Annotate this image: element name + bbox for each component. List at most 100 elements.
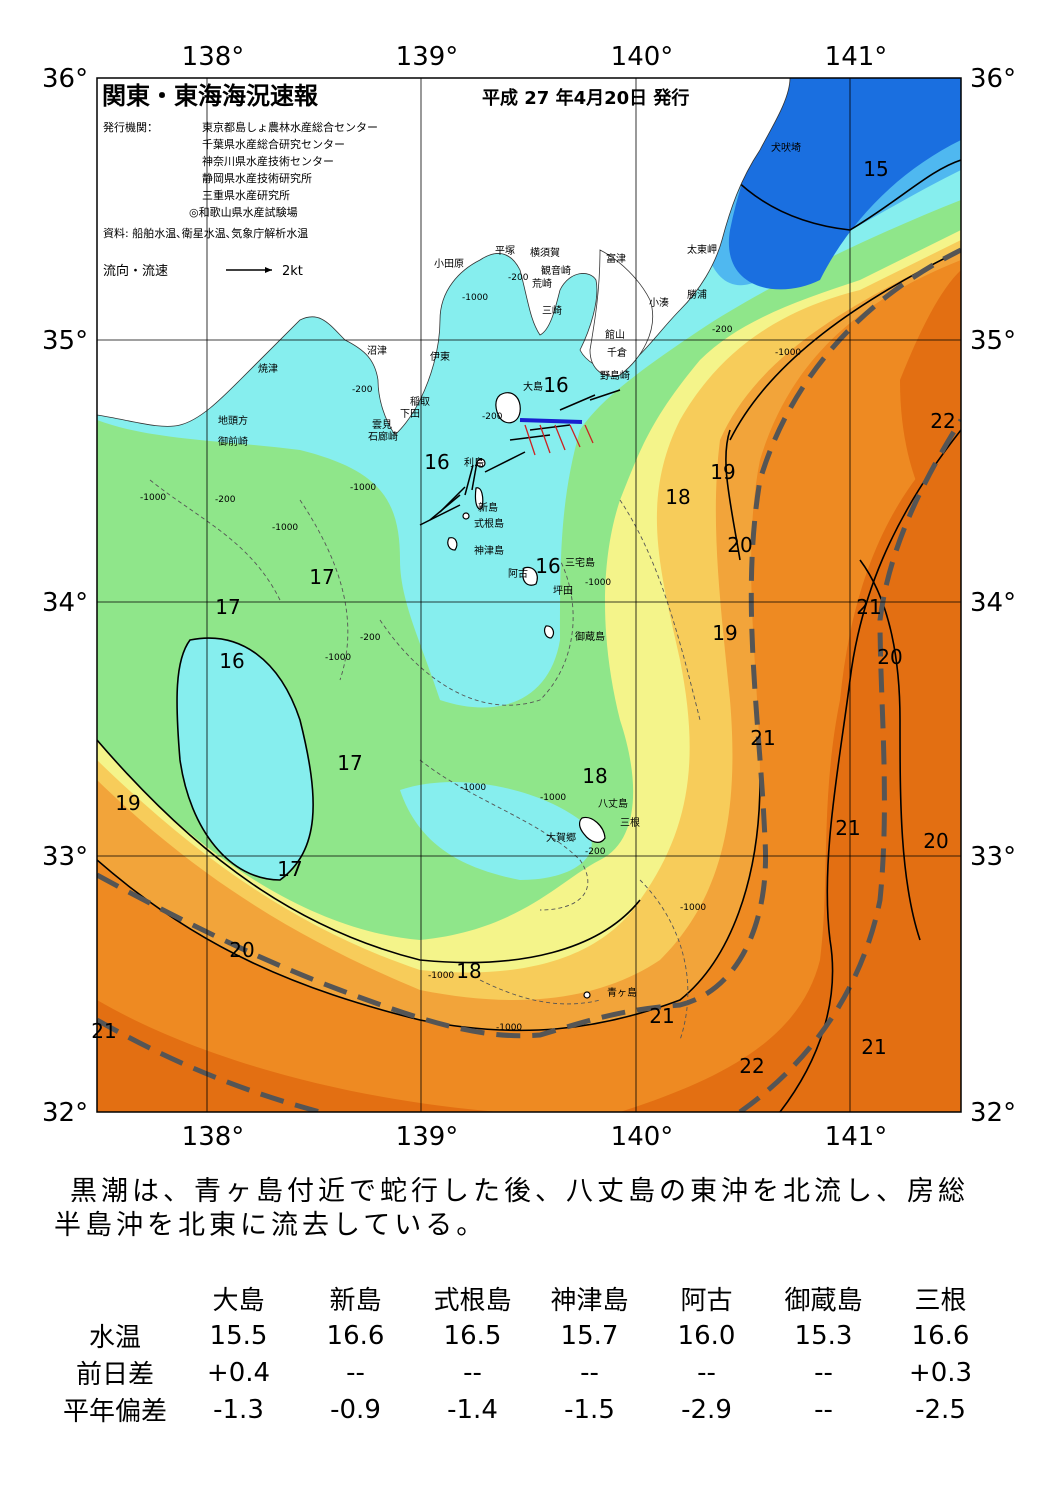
depth-label: -1000: [140, 493, 166, 503]
isotherm-label: 17: [215, 595, 240, 619]
place-inatori: 稲取: [410, 396, 430, 408]
place-mikurajima: 御蔵島: [575, 630, 605, 643]
row-header: 前日差: [75, 1360, 154, 1390]
table-cell: -0.9: [330, 1394, 381, 1425]
isotherm-label: 19: [712, 621, 737, 645]
depth-label: -1000: [540, 793, 566, 803]
lat-label-right-36: 36°: [970, 64, 1016, 94]
island-water-temperature-table: 大島 新島 式根島 神津島 阿古 御蔵島 三根 水温 15.5 16.6 16.…: [50, 1280, 999, 1428]
place-misaki: 三崎: [542, 304, 562, 317]
place-hiratsuka: 平塚: [495, 245, 515, 257]
lon-label-bottom-138: 138°: [182, 1122, 245, 1152]
issuer-1: 東京都島しょ農林水産総合センター: [202, 120, 378, 134]
legend-speed: 2kt: [282, 264, 303, 279]
table-cell: --: [814, 1394, 833, 1425]
isotherm-label: 21: [861, 1035, 886, 1059]
isotherm-label: 21: [91, 1019, 116, 1043]
column-header: 御蔵島: [784, 1286, 863, 1316]
sst-band-14: [728, 78, 961, 290]
summary-line-1: 黒潮は、青ヶ島付近で蛇行した後、八丈島の東沖を北流し、房総: [70, 1176, 969, 1207]
sea-surface-temperature-map: 138° 139° 140° 141° 138° 139° 140° 141° …: [42, 42, 1016, 1152]
island-oshima: [495, 392, 521, 424]
table-cell: --: [580, 1357, 599, 1388]
place-hachijojima: 八丈島: [598, 797, 628, 810]
table-cell: --: [697, 1357, 716, 1388]
lat-label-left-36: 36°: [42, 64, 88, 94]
issuer-3: 神奈川県水産技術センター: [202, 154, 334, 168]
depth-label: -200: [482, 412, 503, 422]
depth-label: -200: [585, 847, 606, 857]
place-okago: 大賀郷: [546, 831, 576, 844]
legend-arrowhead: [265, 267, 272, 273]
kuroshio-axis: [97, 247, 961, 1112]
place-futtsu: 富津: [606, 252, 626, 265]
bathymetry-contours: [149, 479, 701, 1041]
issuer-label: 発行機関：: [103, 120, 158, 134]
depth-label: -1000: [462, 293, 488, 303]
place-numazu: 沼津: [367, 344, 387, 357]
place-niijima: 新島: [478, 501, 498, 514]
depth-label: -200: [508, 273, 529, 283]
place-inubozaki: 犬吠埼: [771, 141, 801, 154]
lon-label-top-139: 139°: [396, 42, 459, 72]
depth-label: -1000: [775, 348, 801, 358]
ferry-track: [519, 418, 583, 424]
place-aogashima: 青ヶ島: [607, 986, 637, 999]
isotherm-label: 18: [665, 485, 690, 509]
lat-label-right-34: 34°: [970, 588, 1016, 618]
map-frame: [96, 77, 962, 1113]
table-cell: 15.5: [209, 1320, 268, 1351]
isotherm-label-group: 15 16 16 16 16 17 17 17 17 18 18 18 18 1…: [91, 157, 955, 1078]
current-vectors: [419, 389, 621, 526]
place-toshima: 利島: [464, 456, 484, 469]
graticule: [97, 78, 961, 1112]
issue-date: 平成 27 年4月20日 発行: [482, 87, 689, 109]
depth-label: -200: [215, 495, 236, 505]
place-jitokata: 地頭方: [218, 414, 248, 427]
table-cell: 15.3: [794, 1320, 853, 1351]
lat-label-right-33: 33°: [970, 842, 1016, 872]
isotherm-label: 21: [835, 816, 860, 840]
map-title: 関東・東海海況速報: [102, 82, 319, 110]
isotherm-label: 16: [543, 373, 568, 397]
sst-band-16-west-eddy: [177, 638, 314, 880]
isotherm-label: 21: [856, 595, 881, 619]
sst-band-22-east: [900, 270, 961, 560]
table-cell: --: [814, 1357, 833, 1388]
isotherm-label: 16: [219, 649, 244, 673]
place-katsuura: 勝浦: [687, 288, 707, 301]
table-row: 水温 15.5 16.6 16.5 15.7 16.0 15.3 16.6: [50, 1317, 999, 1354]
isotherm-label: 20: [229, 938, 254, 962]
depth-label: -1000: [350, 483, 376, 493]
sst-band-16-south-eddy: [400, 781, 592, 880]
column-header: 神津島: [550, 1286, 629, 1316]
isotherm-label: 21: [649, 1004, 674, 1028]
table-cell: 16.6: [911, 1320, 970, 1351]
island-miyakejima: [522, 566, 538, 586]
isotherm-label: 20: [727, 533, 752, 557]
place-tateyama: 館山: [605, 328, 625, 341]
sst-band-22-southeast: [620, 430, 961, 1112]
island-aogashima: [583, 991, 591, 999]
row-header: 水温: [88, 1323, 141, 1353]
place-shikinejima: 式根島: [474, 517, 504, 530]
depth-label: -1000: [585, 578, 611, 588]
table-cell: -2.5: [915, 1394, 966, 1425]
place-mitsune: 三根: [620, 816, 640, 829]
data-source: 資料: 船舶水温､衛星水温､気象庁解析水温: [103, 226, 308, 240]
column-header: 三根: [914, 1286, 967, 1316]
table-cell: --: [463, 1357, 482, 1388]
island-niijima: [474, 487, 484, 510]
isotherm-label: 17: [277, 857, 302, 881]
table-corner: [50, 1280, 180, 1317]
depth-label: -1000: [496, 1023, 522, 1033]
depth-label: -1000: [272, 523, 298, 533]
isotherm-label: 20: [877, 645, 902, 669]
table-cell: --: [346, 1357, 365, 1388]
place-omaezaki: 御前崎: [218, 435, 248, 448]
place-chikura: 千倉: [607, 346, 627, 359]
issuer-2: 千葉県水産総合研究センター: [202, 137, 345, 151]
isotherm-label: 16: [424, 450, 449, 474]
isotherm-label: 19: [710, 460, 735, 484]
depth-label: -1000: [680, 903, 706, 913]
